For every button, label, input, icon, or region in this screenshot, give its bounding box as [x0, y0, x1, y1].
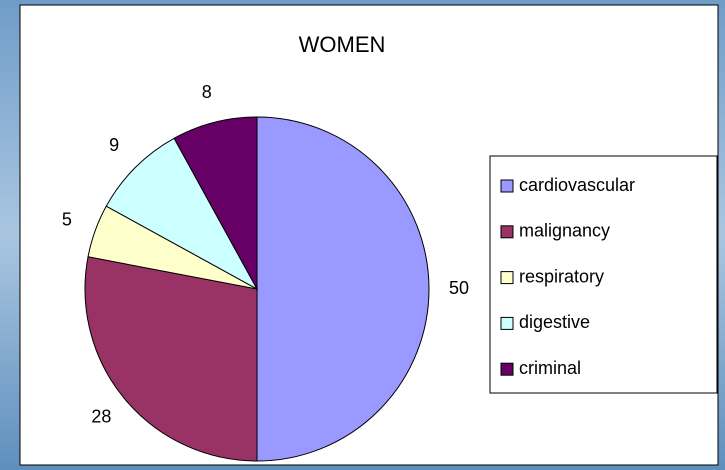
data-label: 8	[202, 82, 212, 102]
data-label: 28	[91, 407, 111, 427]
pie-slice	[105, 137, 259, 291]
legend-swatch	[500, 362, 514, 376]
legend-label: criminal	[519, 358, 581, 378]
legend-swatch	[500, 225, 514, 239]
data-label: 5	[62, 209, 72, 229]
data-label: 9	[109, 135, 119, 155]
legend-box	[489, 155, 718, 394]
pie-slice	[84, 256, 258, 462]
legend-label: digestive	[519, 312, 590, 332]
pie-slice	[256, 116, 430, 462]
legend-label: respiratory	[519, 266, 604, 286]
legend-swatch	[500, 316, 514, 330]
legend-swatch	[500, 179, 514, 193]
chart-title: WOMEN	[299, 32, 386, 57]
legend-swatch	[500, 271, 514, 285]
pie-slice	[173, 116, 258, 290]
legend-label: malignancy	[519, 221, 610, 241]
data-label: 50	[449, 278, 469, 298]
legend-label: cardiovascular	[519, 175, 635, 195]
